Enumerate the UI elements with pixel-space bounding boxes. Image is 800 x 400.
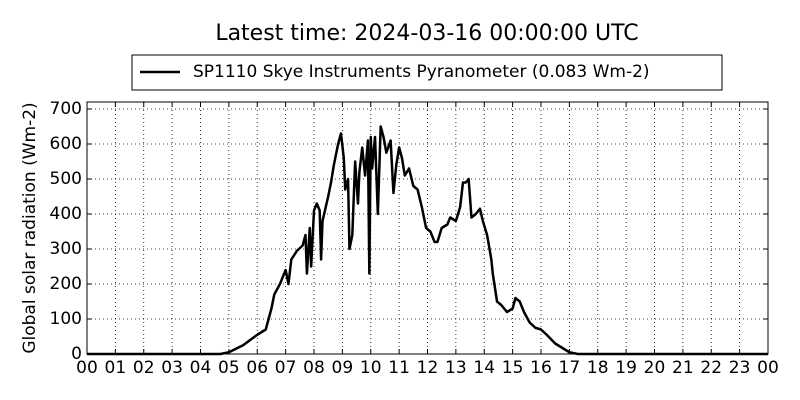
y-tick-label: 400 (50, 204, 82, 224)
y-tick-label: 700 (50, 99, 82, 119)
y-tick-label: 100 (50, 309, 82, 329)
x-tick-label: 05 (218, 358, 240, 378)
x-tick-label: 06 (246, 358, 268, 378)
plot-frame (86, 101, 769, 355)
x-tick-label: 18 (587, 358, 609, 378)
x-tick-label: 03 (161, 358, 183, 378)
y-tick-label: 500 (50, 169, 82, 189)
x-tick-label: 20 (644, 358, 666, 378)
x-tick-label: 04 (190, 358, 212, 378)
data-line (87, 125, 768, 356)
x-tick-label: 15 (502, 358, 524, 378)
x-tick-label: 00 (757, 358, 779, 378)
x-tick-label: 09 (332, 358, 354, 378)
x-tick-label: 00 (76, 358, 98, 378)
x-tick-label: 11 (388, 358, 410, 378)
x-tick-label: 10 (360, 358, 382, 378)
y-tick-label: 0 (71, 344, 82, 364)
x-tick-label: 23 (729, 358, 751, 378)
legend-label: SP1110 Skye Instruments Pyranometer (0.0… (193, 62, 650, 82)
y-tick-label: 200 (50, 274, 82, 294)
x-tick-label: 02 (133, 358, 155, 378)
x-tick-label: 19 (615, 358, 637, 378)
x-tick-label: 14 (473, 358, 495, 378)
x-tick-label: 12 (417, 358, 439, 378)
x-tick-label: 13 (445, 358, 467, 378)
x-tick-label: 21 (672, 358, 694, 378)
y-tick-label: 600 (50, 134, 82, 154)
y-tick-label: 300 (50, 239, 82, 259)
x-tick-label: 08 (303, 358, 325, 378)
x-tick-label: 16 (530, 358, 552, 378)
x-tick-label: 07 (275, 358, 297, 378)
x-tick-label: 22 (700, 358, 722, 378)
y-axis-label: Global solar radiation (Wm-2) (20, 102, 40, 353)
x-tick-label: 17 (559, 358, 581, 378)
legend-box (131, 54, 723, 91)
x-tick-label: 01 (105, 358, 127, 378)
chart-title: Latest time: 2024-03-16 00:00:00 UTC (215, 21, 638, 46)
